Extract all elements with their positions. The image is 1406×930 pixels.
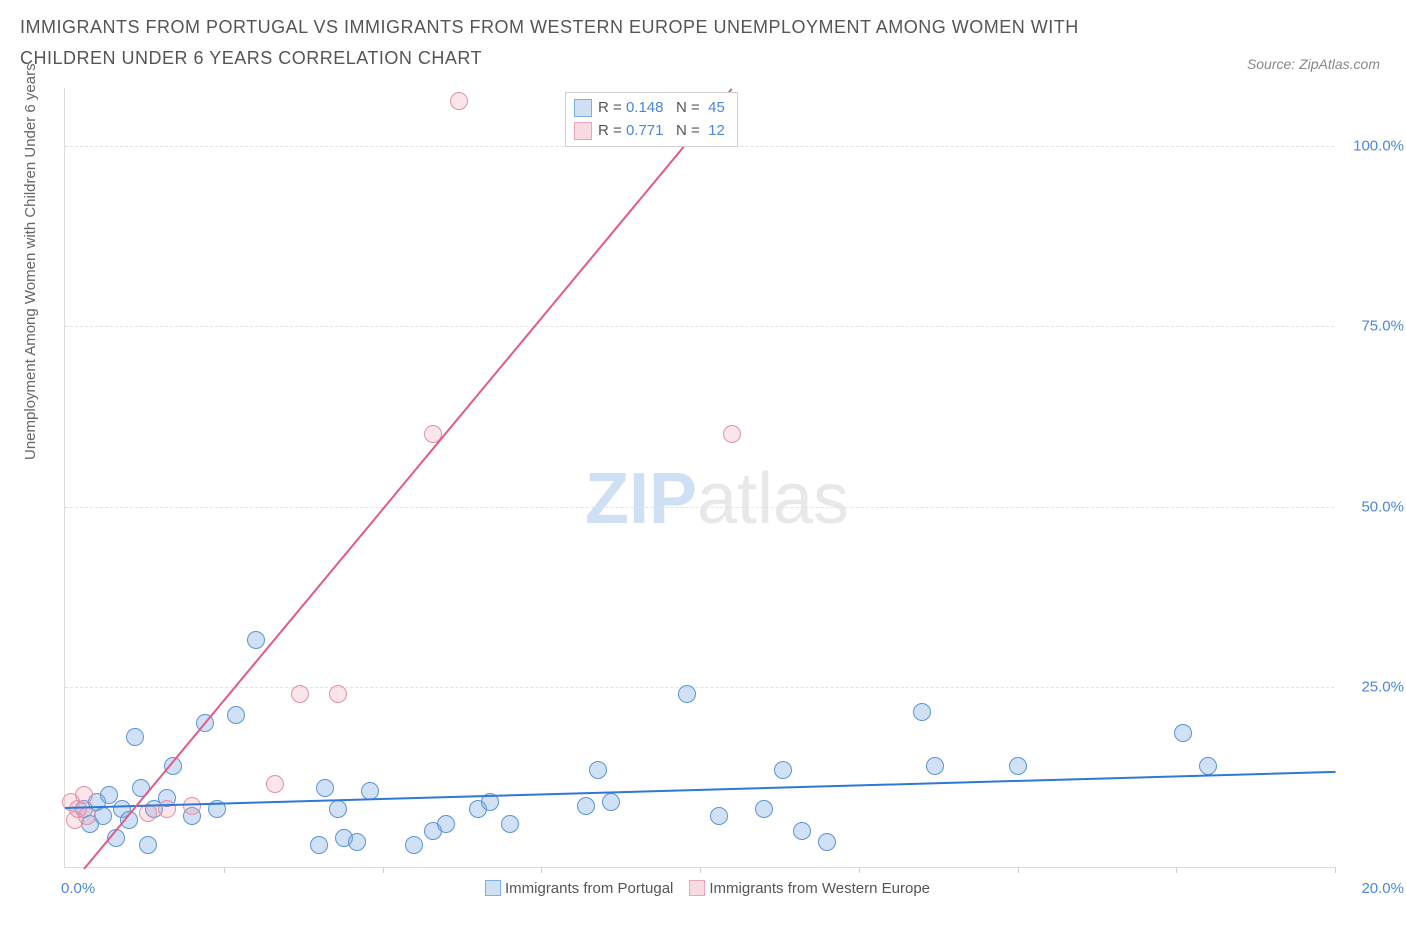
gridline <box>65 507 1334 508</box>
data-point <box>183 797 201 815</box>
y-tick-label: 100.0% <box>1342 137 1404 154</box>
data-point <box>139 836 157 854</box>
data-point <box>291 685 309 703</box>
chart-title: IMMIGRANTS FROM PORTUGAL VS IMMIGRANTS F… <box>20 12 1110 73</box>
legend-swatch <box>689 880 705 896</box>
data-point <box>710 807 728 825</box>
stats-legend: R = 0.148 N = 45R = 0.771 N = 12 <box>565 92 738 147</box>
y-tick-label: 50.0% <box>1342 498 1404 515</box>
x-tick-max: 20.0% <box>1361 880 1404 897</box>
data-point <box>94 807 112 825</box>
legend-label: Immigrants from Western Europe <box>709 880 930 897</box>
x-tick-mark <box>224 867 225 873</box>
data-point <box>913 703 931 721</box>
data-point <box>1009 757 1027 775</box>
data-point <box>818 833 836 851</box>
data-point <box>348 833 366 851</box>
data-point <box>793 822 811 840</box>
data-point <box>678 685 696 703</box>
legend-swatch <box>574 122 592 140</box>
data-point <box>577 797 595 815</box>
plot-area: ZIPatlas 25.0%50.0%75.0%100.0% 0.0% 20.0… <box>64 88 1334 868</box>
gridline <box>65 687 1334 688</box>
data-point <box>602 793 620 811</box>
series-legend: Immigrants from Portugal Immigrants from … <box>65 880 1334 897</box>
data-point <box>78 807 96 825</box>
data-point <box>126 728 144 746</box>
y-axis-label: Unemployment Among Women with Children U… <box>22 63 39 460</box>
data-point <box>227 706 245 724</box>
data-point <box>589 761 607 779</box>
data-point <box>247 631 265 649</box>
data-point <box>266 775 284 793</box>
x-tick-mark <box>541 867 542 873</box>
watermark: ZIPatlas <box>585 458 849 540</box>
data-point <box>774 761 792 779</box>
x-tick-mark <box>1176 867 1177 873</box>
data-point <box>405 836 423 854</box>
data-point <box>437 815 455 833</box>
data-point <box>75 786 93 804</box>
regression-line <box>65 770 1335 808</box>
data-point <box>501 815 519 833</box>
x-tick-mark <box>1018 867 1019 873</box>
y-tick-label: 25.0% <box>1342 679 1404 696</box>
data-point <box>723 425 741 443</box>
y-tick-label: 75.0% <box>1342 318 1404 335</box>
data-point <box>926 757 944 775</box>
data-point <box>316 779 334 797</box>
x-tick-mark <box>700 867 701 873</box>
data-point <box>1199 757 1217 775</box>
x-tick-mark <box>383 867 384 873</box>
data-point <box>450 92 468 110</box>
legend-label: Immigrants from Portugal <box>505 880 673 897</box>
stats-legend-row: R = 0.148 N = 45 <box>574 97 725 120</box>
data-point <box>755 800 773 818</box>
data-point <box>329 685 347 703</box>
regression-line <box>83 88 732 869</box>
stats-legend-row: R = 0.771 N = 12 <box>574 120 725 143</box>
source-attribution: Source: ZipAtlas.com <box>1247 56 1380 72</box>
gridline <box>65 326 1334 327</box>
data-point <box>1174 724 1192 742</box>
data-point <box>329 800 347 818</box>
x-tick-mark <box>859 867 860 873</box>
x-tick-mark <box>1335 867 1336 873</box>
legend-swatch <box>485 880 501 896</box>
data-point <box>310 836 328 854</box>
legend-swatch <box>574 99 592 117</box>
